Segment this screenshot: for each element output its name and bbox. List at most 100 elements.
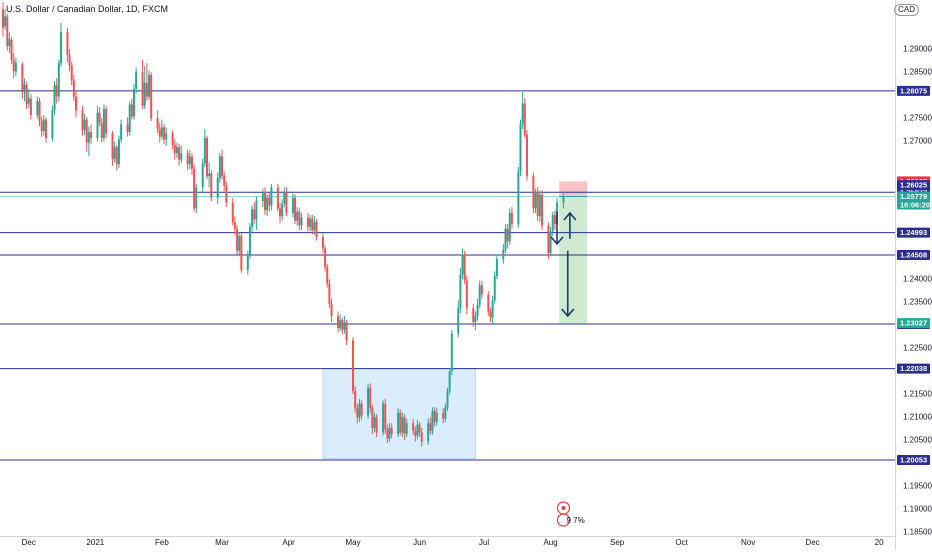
candle-body [352,340,355,392]
time-axis-label: Aug [543,538,557,547]
price-axis-label: 1.27000 [903,136,932,145]
candle-body [504,228,507,250]
candle-body [343,322,346,330]
price-tag-box [897,318,930,329]
candle-body [180,153,183,160]
price-tag-label: 1.24508 [900,250,927,259]
candle-body [21,64,24,93]
candle-body [270,187,273,206]
demand-zone-layer[interactable] [322,368,476,460]
candle-body [339,319,342,329]
candle-body [517,171,520,225]
time-axis-label: 20 [875,538,884,547]
price-axis-label: 1.23500 [903,297,932,306]
candle-body [375,417,378,433]
candle-body [551,214,554,232]
candle-body [562,196,565,203]
candle-body [300,217,303,226]
arrows-layer[interactable] [550,211,577,318]
time-axis-label: Dec [805,538,819,547]
candle-body [401,417,404,433]
candle-body [111,133,114,159]
candle-body [414,431,417,436]
candle-body [367,387,370,416]
candle-body [461,254,464,275]
candle-body [173,144,176,154]
candle-body [2,9,4,28]
candle-body [165,133,168,140]
candle-body [81,110,84,131]
candle-body [354,391,357,409]
candle-body [190,156,193,169]
candle-body [433,410,436,422]
candle-body [446,391,449,408]
candle-body [268,197,271,206]
candle-body [210,173,213,198]
candle-body [427,423,430,442]
candle-body [251,209,254,227]
countdown-label: 16:06:20 [900,201,930,210]
price-axis-label: 1.20500 [903,435,932,444]
candle-body [23,84,26,93]
candle-body [44,119,47,139]
candle-body [25,85,28,105]
candle-body [148,74,151,97]
candle-body [382,403,385,433]
candle-body [326,266,329,284]
candle-body [263,193,266,211]
candle-body [195,187,198,209]
economic-event-icon[interactable] [556,513,571,527]
candle-body [345,322,348,341]
chart-title: U.S. Dollar / Canadian Dollar, 1D, FXCM [6,4,169,14]
candle-body [553,214,556,225]
candle-body [90,132,93,139]
time-axis-label: Jul [479,538,489,547]
candle-body [416,424,419,436]
candle-body [29,98,32,116]
candle-body [538,194,541,217]
candle-body [68,55,71,66]
candle-body [8,39,11,47]
candle-body [225,185,228,203]
candle-body [549,231,552,254]
candle-body [53,85,56,111]
candle-body [51,110,54,139]
candle-body [55,85,58,97]
candle-body [405,423,408,434]
candle-body [341,319,344,330]
candle-body [489,311,492,318]
time-axis[interactable]: Dec 2021 Feb Mar Apr May Jun Jul Aug Sep Oct Nov Dec… [22,538,884,547]
candle-body [12,59,15,72]
candle-body [429,423,432,432]
candle-body [85,119,88,143]
candle-body [309,218,312,227]
candle-body [40,121,43,132]
candle-body [330,303,333,317]
arrow-head [563,211,577,221]
time-axis-label: Sep [610,538,625,547]
earnings-event-dot [561,506,566,510]
candle-body [115,147,118,165]
event-marker-layer[interactable]: 9 7% [556,501,585,527]
price-axis-label: 1.21500 [903,389,932,398]
currency-badge[interactable]: CAD [894,4,919,16]
horizontal-levels-layer[interactable] [0,90,895,461]
candle-body [495,259,498,277]
price-axis[interactable]: 1.29000 1.28500 1.27500 1.27000 1.24000 1.235… [903,44,932,536]
price-tag-box [897,85,930,96]
candle-body [450,333,453,372]
candle-body [472,308,475,323]
position-target-zone[interactable] [559,196,588,324]
demand-zone-rect[interactable] [322,368,476,460]
candle-body [478,285,481,306]
candle-body [132,88,135,117]
candle-body [266,197,269,211]
candle-body [96,112,99,139]
candle-body [279,208,282,217]
candle-body [324,248,327,267]
candle-body [156,118,159,129]
candle-body [420,432,423,442]
time-axis-label: Apr [282,538,295,547]
